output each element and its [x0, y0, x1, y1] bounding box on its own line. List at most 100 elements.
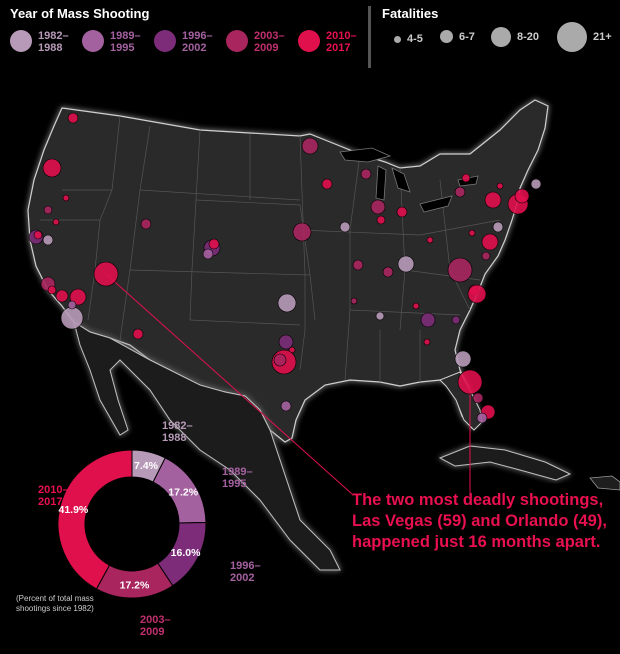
donut-pct-label: 7.4% [134, 460, 159, 472]
shooting-marker[interactable] [454, 350, 472, 368]
legend-era-1989-1995: 1989– 1995 [82, 30, 141, 54]
shooting-marker[interactable] [476, 412, 488, 424]
shooting-marker[interactable] [360, 168, 372, 180]
shooting-marker[interactable] [484, 191, 502, 209]
shooting-marker[interactable] [280, 400, 292, 412]
fatalities-legend-title: Fatalities [382, 6, 439, 21]
shooting-marker[interactable] [42, 234, 54, 246]
shooting-marker[interactable] [426, 236, 434, 244]
legend-label: 4-5 [407, 33, 423, 45]
shooting-marker[interactable] [468, 229, 476, 237]
great-lakes [339, 147, 479, 213]
legend-era-2010-2017: 2010– 2017 [298, 30, 357, 54]
legend-fatal-6-7: 6-7 [440, 30, 475, 43]
shooting-marker[interactable] [350, 297, 358, 305]
shooting-marker[interactable] [467, 284, 487, 304]
shooting-marker[interactable] [339, 221, 351, 233]
shooting-marker[interactable] [52, 218, 60, 226]
shooting-marker[interactable] [461, 173, 471, 183]
donut-label-1989-1995: 1989– 1995 [222, 466, 253, 490]
callout-line-las-vegas [105, 273, 353, 495]
shooting-marker[interactable] [202, 248, 214, 260]
shooting-marker[interactable] [93, 261, 119, 287]
legend-label: 1989– 1995 [110, 30, 141, 54]
legend-era-1996-2002: 1996– 2002 [154, 30, 213, 54]
shooting-marker[interactable] [423, 338, 431, 346]
legend-era-1982-1988: 1982– 1988 [10, 30, 69, 54]
shooting-marker[interactable] [451, 315, 461, 325]
us-map [27, 99, 620, 571]
shooting-marker[interactable] [454, 186, 466, 198]
shooting-marker[interactable] [375, 311, 385, 321]
shooting-marker[interactable] [412, 302, 420, 310]
shooting-marker[interactable] [278, 334, 294, 350]
legend-label: 6-7 [459, 30, 475, 43]
deadliest-callout: The two most deadly shootings, Las Vegas… [352, 491, 607, 551]
shooting-marker[interactable] [47, 285, 57, 295]
shooting-marker[interactable] [62, 194, 70, 202]
donut-label-2010-2017: 2010– 2017 [38, 484, 69, 508]
legend-label: 2003– 2009 [254, 30, 285, 54]
shooting-marker[interactable] [447, 257, 473, 283]
mexico-landmass [73, 320, 341, 571]
shooting-marker[interactable] [140, 218, 152, 230]
legend-fatal-4-5: 4-5 [394, 33, 423, 45]
cuba [438, 445, 572, 481]
donut-label-2003-2009: 2003– 2009 [140, 614, 171, 638]
shooting-marker[interactable] [273, 353, 287, 367]
shooting-marker[interactable] [396, 206, 408, 218]
donut-label-1982-1988: 1982– 1988 [162, 420, 193, 444]
shooting-marker[interactable] [292, 222, 312, 242]
shooting-marker[interactable] [132, 328, 144, 340]
legend-divider [368, 6, 371, 68]
shooting-marker[interactable] [67, 300, 77, 310]
year-legend-title: Year of Mass Shooting [10, 6, 150, 21]
shooting-marker[interactable] [67, 112, 79, 124]
shooting-marker[interactable] [277, 293, 297, 313]
shooting-marker[interactable] [208, 238, 220, 250]
shooting-marker[interactable] [301, 137, 319, 155]
shooting-marker[interactable] [530, 178, 542, 190]
shooting-marker[interactable] [397, 255, 415, 273]
shooting-marker[interactable] [481, 251, 491, 261]
legend-label: 21+ [593, 31, 612, 43]
shooting-marker[interactable] [321, 178, 333, 190]
donut-pct-label: 41.9% [58, 504, 88, 516]
shooting-marker[interactable] [60, 306, 84, 330]
shooting-marker[interactable] [514, 188, 530, 204]
shooting-marker[interactable] [352, 259, 364, 271]
donut-slice [57, 449, 133, 590]
shooting-marker[interactable] [69, 288, 87, 306]
legend-fatal-8-20: 8-20 [491, 27, 539, 47]
donut-pct-label: 17.2% [168, 487, 198, 499]
shooting-marker[interactable] [43, 205, 53, 215]
legend-size-dot [491, 27, 511, 47]
donut-pct-label: 17.2% [120, 579, 150, 591]
shooting-marker[interactable] [496, 182, 504, 190]
legend-swatch [82, 30, 104, 52]
legend-label: 2010– 2017 [326, 30, 357, 54]
legend-label: 1982– 1988 [38, 30, 69, 54]
shooting-marker[interactable] [420, 312, 436, 328]
shooting-marker[interactable] [382, 266, 394, 278]
shooting-marker[interactable] [457, 369, 483, 395]
donut-label-1996-2002: 1996– 2002 [230, 560, 261, 584]
shooting-marker[interactable] [492, 221, 504, 233]
shooting-marker[interactable] [33, 230, 43, 240]
shooting-marker[interactable] [370, 199, 386, 215]
era-donut-chart: 7.4% 17.2% 16.0% 17.2% 41.9% [57, 449, 207, 599]
legend-swatch [298, 30, 320, 52]
donut-pct-label: 16.0% [171, 547, 201, 559]
legend-swatch [154, 30, 176, 52]
legend-size-dot [557, 22, 587, 52]
legend-fatal-21plus: 21+ [557, 22, 612, 52]
shooting-marker[interactable] [42, 158, 62, 178]
shooting-marker[interactable] [472, 392, 484, 404]
shooting-markers [28, 112, 542, 424]
hispaniola [589, 475, 620, 491]
shooting-marker[interactable] [481, 233, 499, 251]
donut-note: (Percent of total mass shootings since 19… [16, 594, 94, 613]
shooting-marker[interactable] [55, 289, 69, 303]
shooting-marker[interactable] [376, 215, 386, 225]
legend-size-dot [394, 35, 401, 43]
